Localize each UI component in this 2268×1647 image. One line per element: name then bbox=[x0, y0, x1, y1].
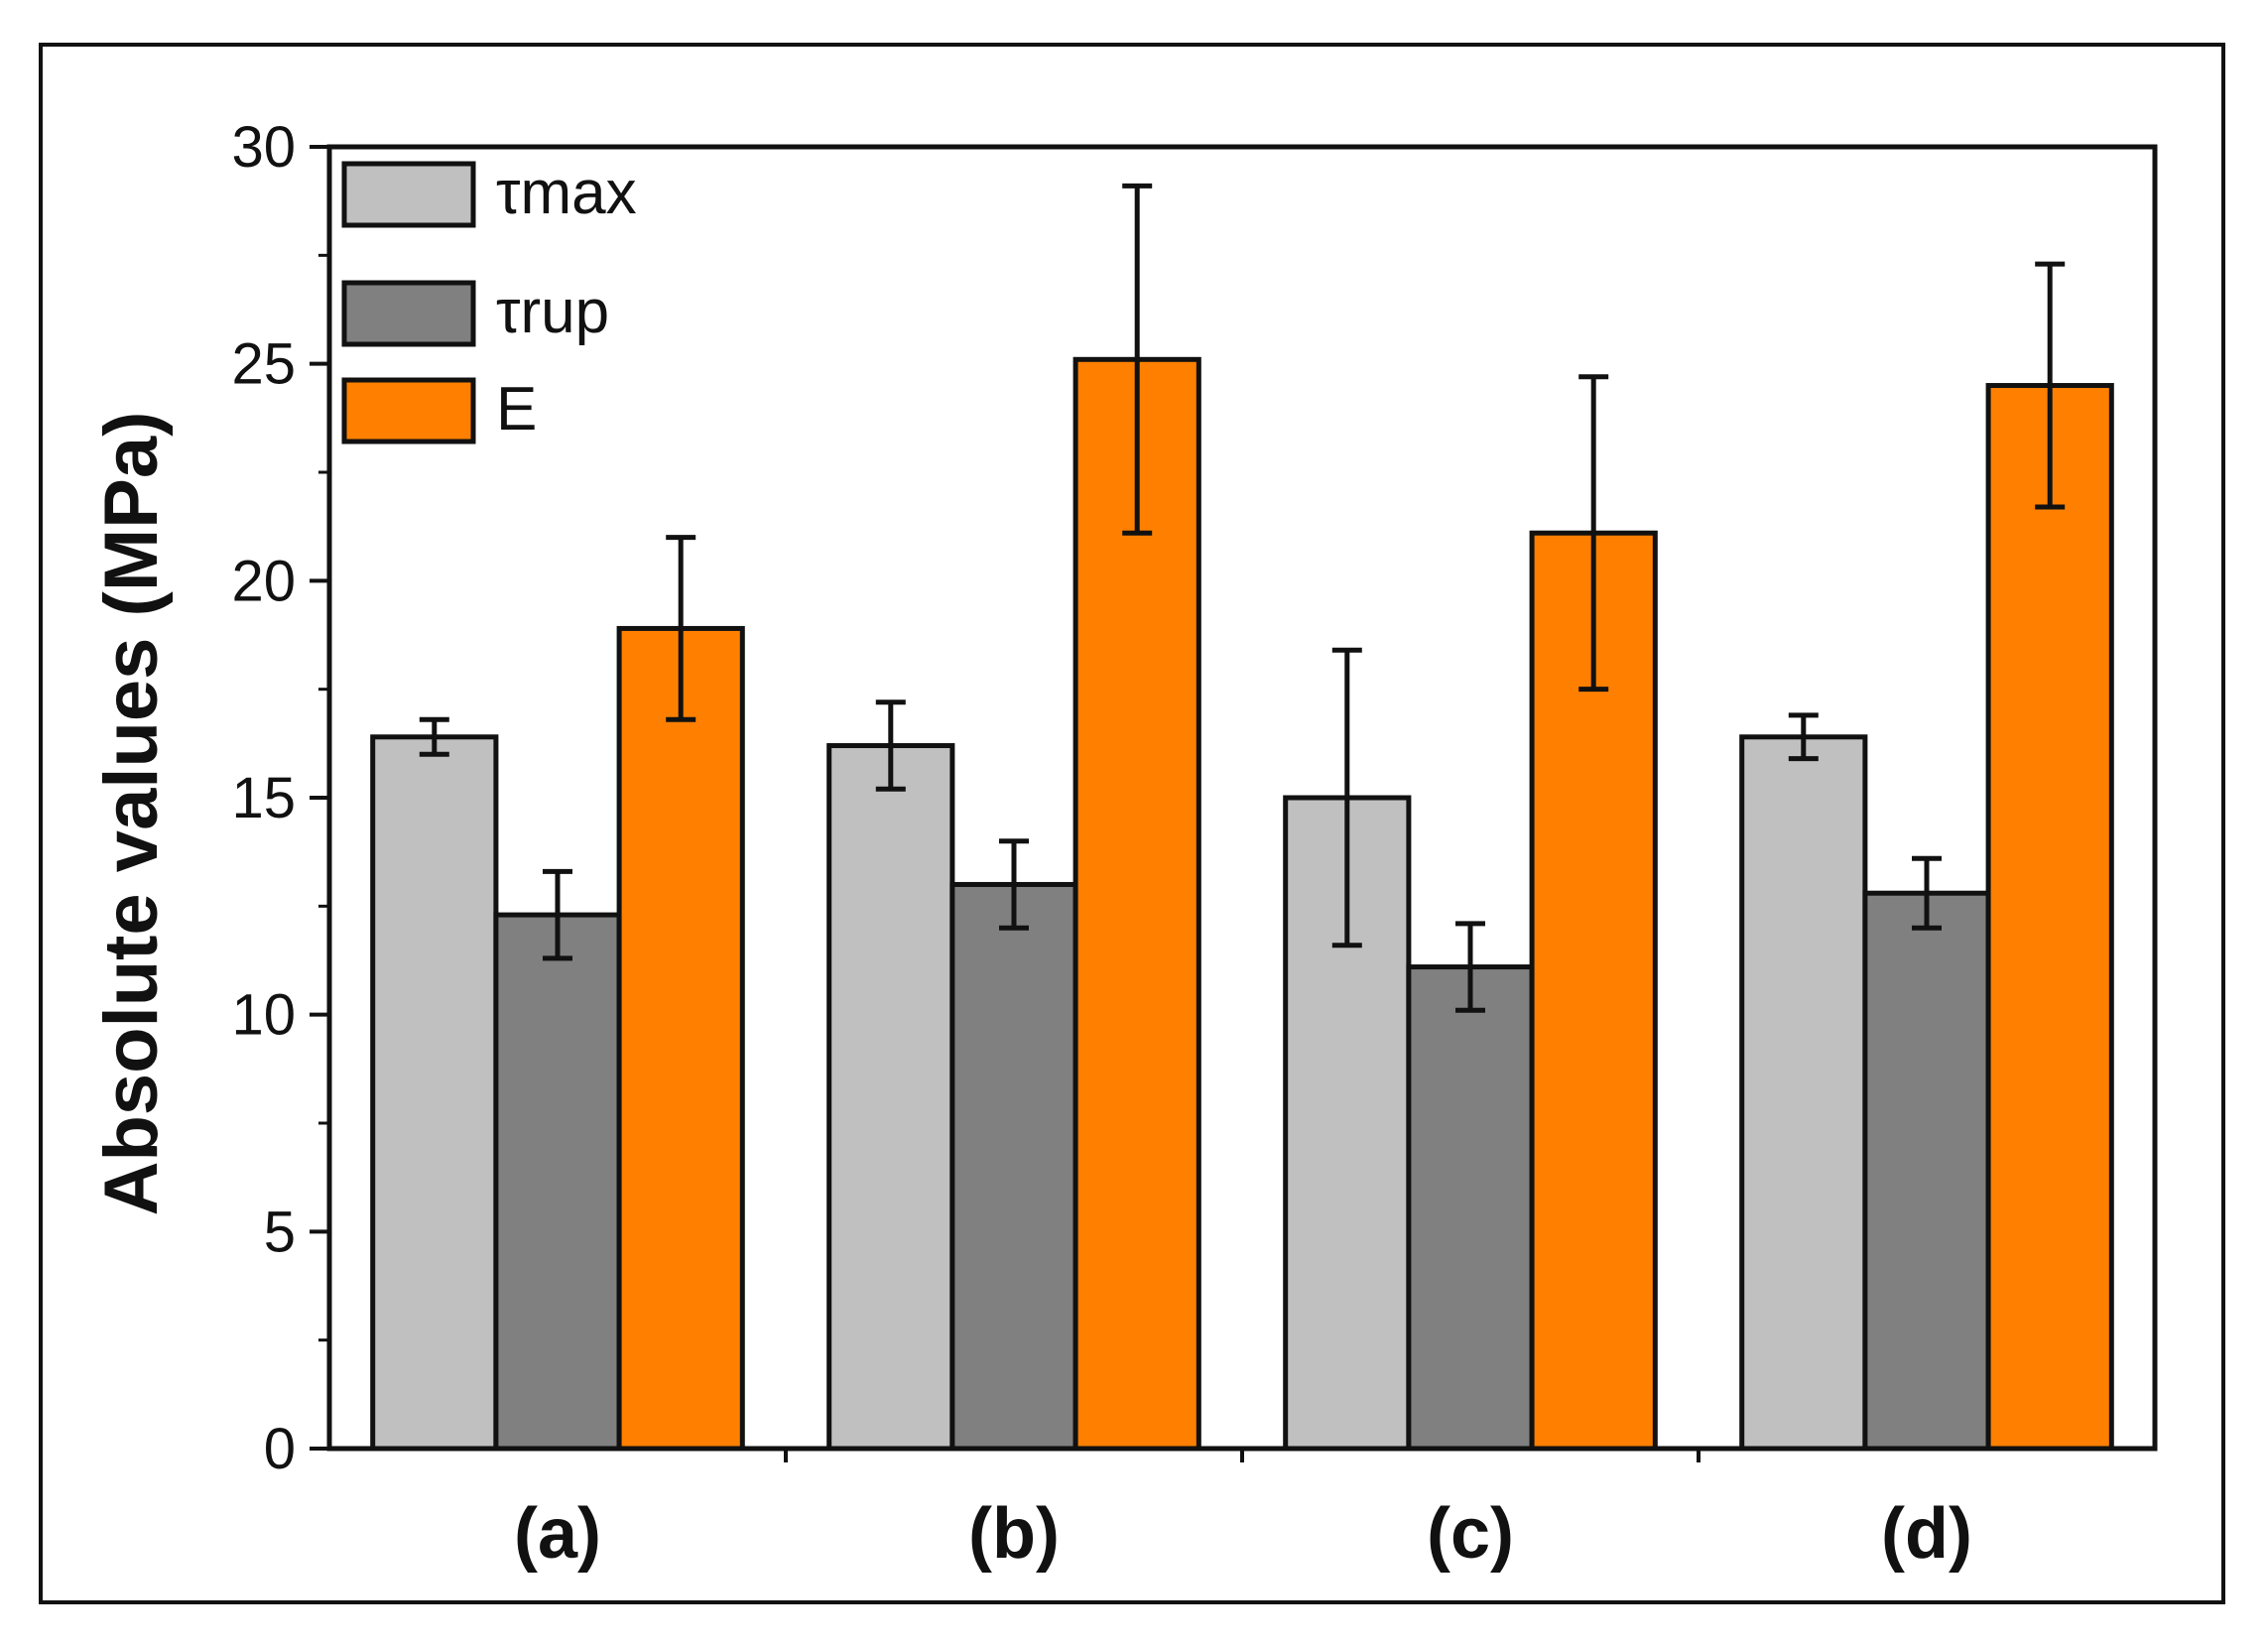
legend-label: E bbox=[496, 375, 537, 443]
bar bbox=[1739, 734, 1868, 1452]
y-tick-label: 25 bbox=[231, 332, 296, 397]
category-labels: (a) (b) (c) (d) bbox=[514, 1494, 1972, 1574]
legend-swatch bbox=[341, 161, 476, 228]
bar bbox=[1985, 383, 2114, 1452]
bar bbox=[1406, 964, 1535, 1452]
y-tick-label: 15 bbox=[231, 766, 296, 830]
plot-area-border bbox=[326, 144, 2158, 1452]
y-tick-label: 20 bbox=[231, 549, 296, 613]
y-tick-label: 30 bbox=[231, 115, 296, 180]
y-tick-label: 0 bbox=[264, 1417, 296, 1481]
bar bbox=[493, 912, 622, 1452]
y-tick-label: 5 bbox=[264, 1200, 296, 1264]
legend-swatch bbox=[341, 377, 476, 444]
tick-labels: 0 5 10 15 20 25 30 bbox=[231, 115, 296, 1481]
bar bbox=[1862, 890, 1991, 1452]
x-category-label: (b) bbox=[968, 1494, 1060, 1574]
x-category-label: (c) bbox=[1427, 1494, 1514, 1574]
legend: τmax τrup E bbox=[341, 159, 637, 444]
bar bbox=[949, 881, 1078, 1452]
bar bbox=[826, 743, 955, 1452]
x-category-label: (a) bbox=[514, 1494, 601, 1574]
legend-swatch bbox=[341, 280, 476, 347]
y-axis-title: Absolute values (MPa) bbox=[89, 412, 174, 1216]
x-category-label: (d) bbox=[1881, 1494, 1972, 1574]
legend-label: τmax bbox=[496, 159, 637, 227]
bar bbox=[370, 734, 499, 1452]
bars bbox=[370, 356, 2114, 1452]
legend-label: τrup bbox=[496, 278, 609, 346]
bar bbox=[616, 625, 745, 1452]
y-tick-label: 10 bbox=[231, 983, 296, 1048]
error-bars bbox=[419, 183, 2066, 1013]
